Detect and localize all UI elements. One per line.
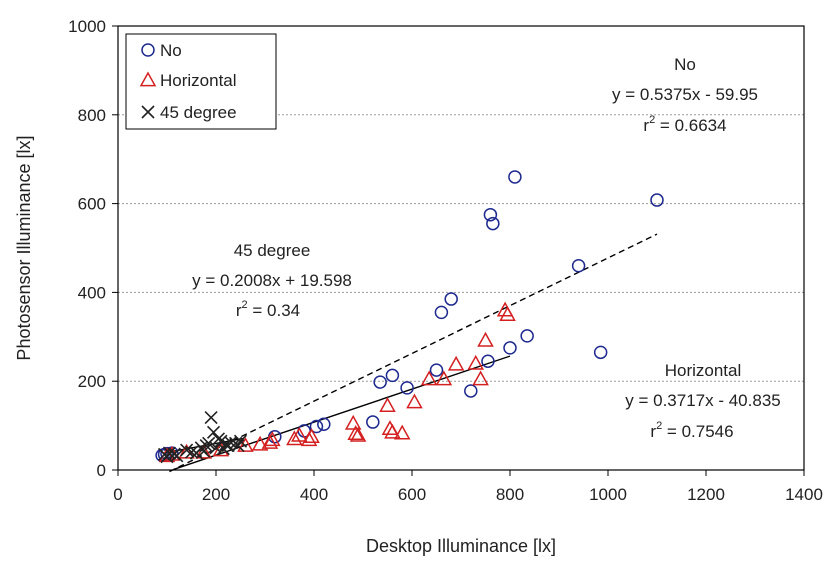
annotation-horizontal-r2: r2 = 0.7546 <box>650 420 733 441</box>
y-tick-label-800: 800 <box>78 106 106 125</box>
legend-symbols <box>139 43 157 119</box>
point-horizontal-7 <box>261 433 279 449</box>
legend-label-no: No <box>160 41 182 60</box>
y-tick-label-600: 600 <box>78 195 106 214</box>
x-tick-label-200: 200 <box>202 485 230 504</box>
legend-symbol-horizontal <box>139 71 157 87</box>
legend-box <box>125 33 277 130</box>
point-horizontal-9 <box>286 430 303 446</box>
y-tick-label-400: 400 <box>78 283 106 302</box>
point-45-degree-2 <box>162 446 177 460</box>
annotation-horizontal-equation: y = 0.3717x - 40.835 <box>625 391 780 410</box>
point-horizontal-12 <box>303 428 320 444</box>
point-horizontal-18 <box>384 423 401 439</box>
point-no-19 <box>503 341 517 355</box>
point-no-9 <box>373 375 387 389</box>
x-tick-label-1200: 1200 <box>687 485 725 504</box>
x-tick-label-800: 800 <box>496 485 524 504</box>
point-horizontal-8 <box>264 431 281 447</box>
annotation-horizontal-label: Horizontal <box>665 361 742 380</box>
point-no-17 <box>483 207 498 222</box>
point-no-18 <box>486 216 500 231</box>
point-horizontal-6 <box>251 435 269 451</box>
point-no-11 <box>400 381 414 395</box>
annotation-no-equation: y = 0.5375x - 59.95 <box>612 85 758 104</box>
point-no-24 <box>650 193 664 207</box>
point-horizontal-22 <box>435 370 453 386</box>
point-45-degree-13 <box>206 425 221 439</box>
point-no-7 <box>317 417 331 432</box>
point-horizontal-25 <box>472 370 489 386</box>
plot-frame <box>117 25 805 471</box>
point-horizontal-27 <box>496 301 514 317</box>
x-tick-label-600: 600 <box>398 485 426 504</box>
point-horizontal-14 <box>347 425 364 440</box>
x-axis-title: Desktop Illuminance [lx] <box>366 536 556 556</box>
annotation-no-label: No <box>674 55 696 74</box>
annotation-45-equation: y = 0.2008x + 19.598 <box>192 271 352 290</box>
point-no-14 <box>429 363 444 377</box>
legend-symbol-no <box>141 43 155 57</box>
legend-label-horizontal: Horizontal <box>160 71 237 90</box>
point-no-22 <box>571 259 586 273</box>
point-no-15 <box>464 384 478 398</box>
point-no-10 <box>385 368 400 383</box>
point-no-8 <box>366 415 380 429</box>
y-tick-label-1000: 1000 <box>68 17 106 36</box>
point-no-12 <box>434 305 449 320</box>
y-tick-label-0: 0 <box>97 461 106 480</box>
point-no-16 <box>481 354 495 368</box>
annotation-45-r2: r2 = 0.34 <box>236 299 300 320</box>
point-horizontal-10 <box>291 426 308 442</box>
trendline-no <box>169 233 658 473</box>
point-45-degree-11 <box>202 436 216 450</box>
point-no-13 <box>444 292 458 306</box>
x-tick-label-1400: 1400 <box>785 485 823 504</box>
point-horizontal-16 <box>379 397 396 412</box>
point-horizontal-21 <box>420 370 438 386</box>
annotation-45-label: 45 degree <box>234 241 311 260</box>
annotation-horizontal: Horizontal y = 0.3717x - 40.835 r2 = 0.7… <box>625 361 780 441</box>
x-tick-label-400: 400 <box>300 485 328 504</box>
point-horizontal-26 <box>477 331 494 347</box>
point-45-degree-12 <box>204 411 218 425</box>
trendline-horizontal <box>174 355 511 470</box>
x-tick-label-1000: 1000 <box>589 485 627 504</box>
point-horizontal-20 <box>406 393 423 409</box>
point-no-6 <box>309 419 324 434</box>
annotation-no-r2: r2 = 0.6634 <box>643 114 726 135</box>
point-no-20 <box>508 170 522 184</box>
point-horizontal-17 <box>381 420 399 436</box>
point-horizontal-15 <box>349 426 367 442</box>
point-no-21 <box>520 329 534 343</box>
point-horizontal-5 <box>237 437 254 452</box>
point-horizontal-19 <box>393 424 411 440</box>
annotation-no: No y = 0.5375x - 59.95 r2 = 0.6634 <box>612 55 758 135</box>
y-axis-title: Photosensor Illuminance [lx] <box>14 135 34 360</box>
point-horizontal-24 <box>467 354 484 370</box>
point-45-degree-23 <box>233 434 248 448</box>
x-tick-label-0: 0 <box>113 485 122 504</box>
point-45-degree-6 <box>184 445 199 459</box>
point-horizontal-13 <box>344 414 362 430</box>
point-no-23 <box>593 345 608 360</box>
axis-ticks: 0 200 400 600 800 1000 1200 1400 0 200 400 600 800 10… <box>68 17 823 504</box>
data-points <box>155 170 664 464</box>
y-tick-label-200: 200 <box>78 372 106 391</box>
legend: No Horizontal 45 degree <box>125 33 277 130</box>
point-45-degree-4 <box>170 449 184 463</box>
point-horizontal-23 <box>447 355 465 371</box>
point-horizontal-28 <box>499 306 516 321</box>
legend-label-45-degree: 45 degree <box>160 103 237 122</box>
legend-symbol-45-degree <box>141 105 155 119</box>
annotation-45-degree: 45 degree y = 0.2008x + 19.598 r2 = 0.34 <box>192 241 352 320</box>
grid-lines <box>118 114 804 382</box>
